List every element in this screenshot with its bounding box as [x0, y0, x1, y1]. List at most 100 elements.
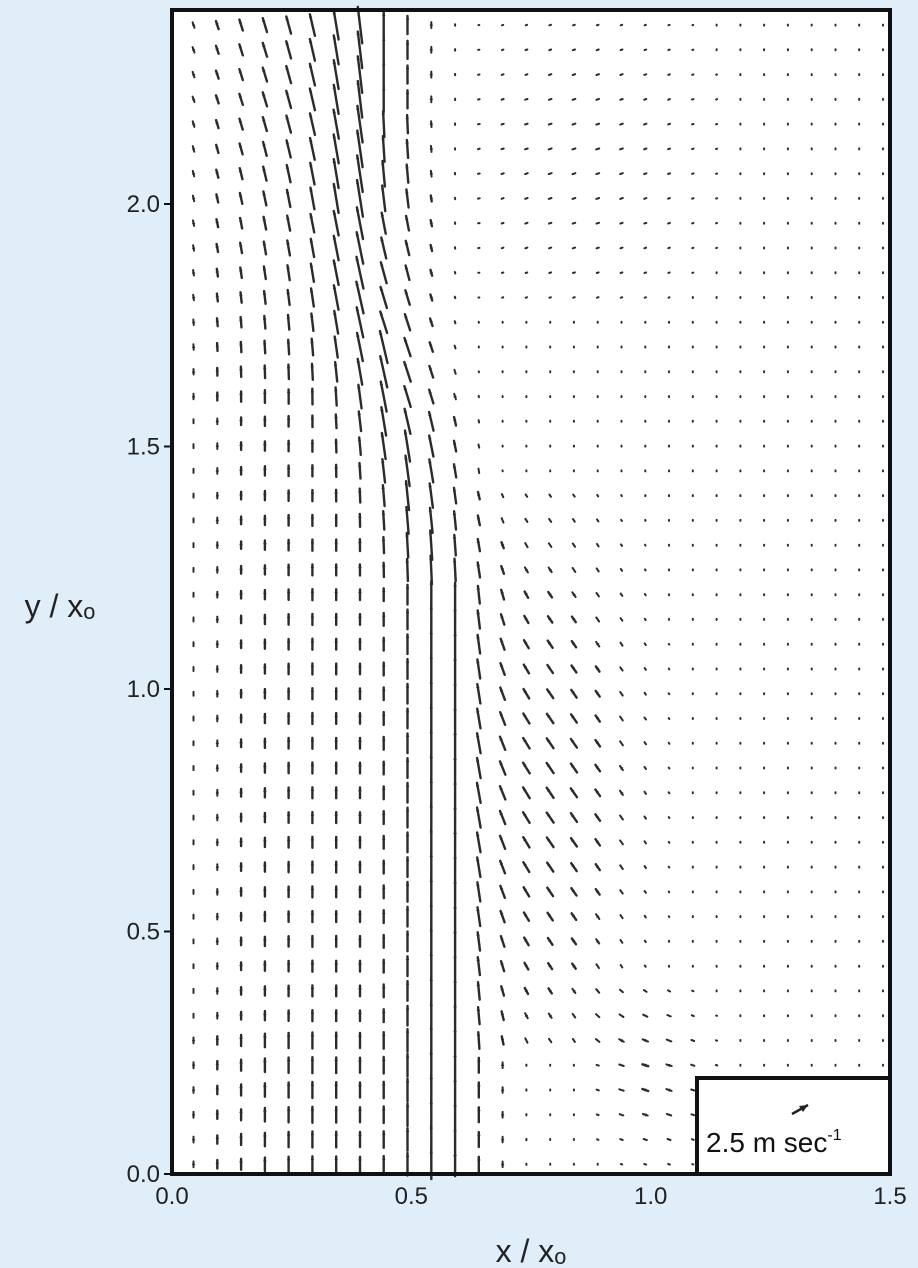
vector-arrow — [596, 518, 600, 523]
vector-arrowhead — [523, 713, 527, 718]
vector-arrow — [405, 557, 410, 583]
vector-arrowhead — [523, 787, 527, 792]
vector-arrow — [665, 1038, 673, 1043]
vector-arrowhead — [215, 367, 219, 372]
vector-arrow — [355, 206, 365, 241]
vector-arrowhead — [286, 1131, 291, 1136]
vector-arrowhead — [215, 839, 220, 844]
vector-arrowhead — [476, 610, 480, 615]
vector-arrowhead — [405, 832, 410, 837]
vector-arrowhead — [476, 807, 480, 812]
vector-arrowhead — [356, 56, 360, 61]
vector-arrowhead — [263, 936, 267, 941]
vector-arrow — [620, 494, 623, 498]
vector-arrowhead — [286, 240, 290, 245]
vector-arrowhead — [572, 963, 576, 968]
vector-arrowhead — [500, 1011, 505, 1016]
vector-arrow — [595, 567, 600, 573]
vector-arrowhead — [310, 1106, 315, 1111]
vector-arrowhead — [286, 1156, 291, 1161]
vector-arrow — [403, 385, 412, 409]
vector-arrowhead — [428, 483, 432, 488]
vector-arrow — [643, 271, 647, 274]
vector-arrowhead — [286, 215, 290, 220]
vector-arrow — [667, 890, 671, 894]
vector-arrow — [381, 134, 386, 163]
vector-arrowhead — [523, 762, 527, 767]
vector-arrowhead — [476, 562, 480, 567]
vector-arrowhead — [500, 1161, 505, 1166]
vector-arrowhead — [191, 344, 196, 348]
vector-arrowhead — [239, 1158, 243, 1163]
vector-arrowhead — [405, 956, 410, 960]
vector-arrow — [618, 1013, 625, 1018]
vector-arrow — [404, 480, 411, 512]
vector-arrow — [571, 48, 576, 52]
vector-arrowhead — [572, 592, 576, 597]
vector-arrow — [572, 493, 576, 498]
vector-arrowhead — [262, 266, 267, 271]
vector-arrow — [571, 246, 577, 250]
vector-arrow — [500, 147, 505, 151]
vector-arrowhead — [358, 663, 362, 668]
vector-arrow — [547, 172, 553, 176]
vector-arrowhead — [286, 960, 291, 965]
vector-arrowhead — [476, 782, 480, 787]
vector-arrowhead — [358, 812, 362, 816]
vector-arrowhead — [500, 589, 504, 594]
vector-arrow — [405, 505, 410, 535]
x-tick-label: 1.5 — [873, 1183, 906, 1210]
vector-arrowhead — [453, 706, 457, 711]
reference-label: 2.5 m sec-1 — [706, 1127, 842, 1158]
vector-arrow — [596, 1138, 600, 1141]
vector-arrowhead — [382, 935, 386, 939]
vector-arrowhead — [548, 616, 552, 621]
vector-arrow — [595, 147, 601, 151]
vector-arrowhead — [499, 811, 503, 815]
vector-arrowhead — [263, 365, 267, 370]
vector-arrow — [642, 989, 648, 993]
vector-arrow — [356, 5, 364, 45]
vector-arrowhead — [405, 906, 410, 911]
vector-arrowhead — [405, 1054, 410, 1058]
vector-arrow — [548, 271, 553, 274]
vector-arrowhead — [429, 269, 434, 274]
vector-arrow — [691, 98, 695, 101]
vector-arrowhead — [310, 960, 315, 965]
vector-arrowhead — [405, 659, 410, 663]
vector-arrow — [643, 939, 647, 944]
vector-arrow — [477, 467, 481, 475]
vector-arrowhead — [192, 121, 196, 126]
vector-arrowhead — [263, 590, 267, 594]
vector-arrowhead — [570, 788, 575, 793]
vector-arrowhead — [239, 590, 243, 595]
vector-arrowhead — [192, 47, 196, 51]
vector-arrowhead — [476, 684, 480, 688]
vector-arrowhead — [310, 638, 315, 643]
vector-arrowhead — [263, 340, 267, 345]
vector-arrow — [572, 296, 576, 299]
vector-arrowhead — [500, 638, 504, 643]
vector-arrow — [333, 309, 340, 335]
vector-arrowhead — [286, 738, 291, 742]
vector-arrowhead — [358, 488, 362, 493]
vector-arrowhead — [358, 985, 362, 990]
vector-arrowhead — [595, 889, 600, 894]
vector-arrowhead — [238, 168, 243, 173]
vector-arrow — [428, 458, 435, 484]
vector-arrowhead — [285, 189, 290, 194]
vector-arrowhead — [381, 136, 385, 140]
vector-arrowhead — [405, 683, 410, 688]
vector-arrowhead — [263, 441, 267, 446]
vector-arrowhead — [405, 1078, 410, 1083]
vector-arrowhead — [453, 417, 457, 421]
vector-arrowhead — [332, 109, 336, 114]
vector-arrowhead — [192, 170, 196, 175]
vector-arrowhead — [263, 1011, 267, 1015]
vector-arrow — [667, 147, 671, 151]
plot-area — [172, 10, 890, 1174]
vector-arrowhead — [286, 539, 291, 544]
vector-arrowhead — [309, 162, 313, 167]
vector-arrowhead — [332, 60, 337, 64]
vector-arrow — [500, 48, 505, 52]
